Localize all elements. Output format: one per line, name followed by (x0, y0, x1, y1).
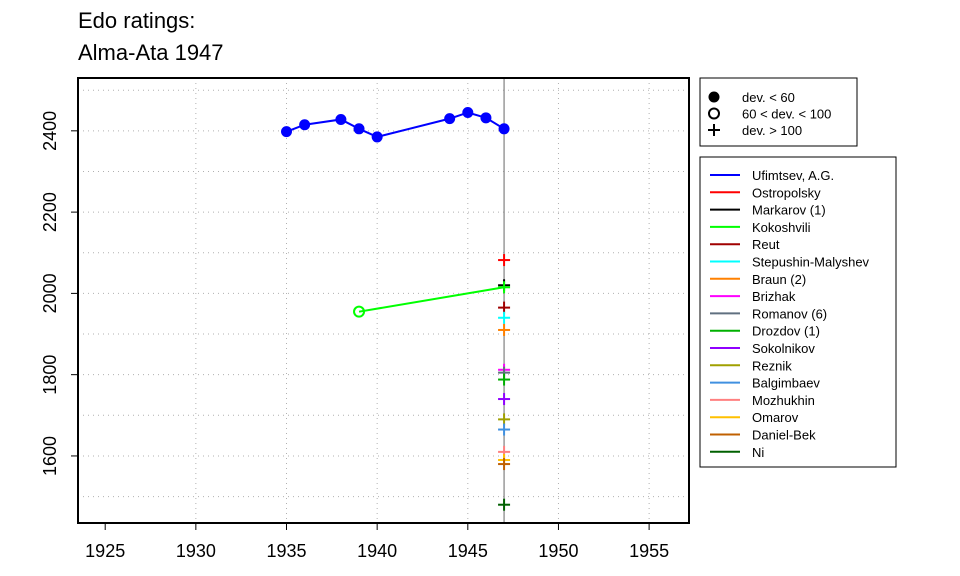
data-point (498, 423, 511, 436)
data-point (299, 119, 311, 131)
series-markers (281, 107, 510, 143)
series-legend-label: Daniel-Bek (752, 428, 816, 443)
series-legend-label: Ostropolsky (752, 185, 821, 200)
series-legend-label: Brizhak (752, 289, 796, 304)
series-line (358, 286, 505, 313)
data-point (371, 131, 383, 143)
data-point (498, 123, 510, 135)
marker-legend-label: 60 < dev. < 100 (742, 107, 831, 122)
series-legend-label: Drozdov (1) (752, 324, 820, 339)
marker-legend-label: dev. < 60 (742, 90, 795, 105)
series-legend: Ufimtsev, A.G. Ostropolsky Markarov (1) Kok… (699, 156, 897, 468)
x-tick-label: 1925 (85, 541, 125, 561)
series-markers (498, 393, 511, 406)
data-point (498, 254, 511, 267)
series-legend-label: Reznik (752, 358, 792, 373)
y-axis: 1600 1800 2000 2200 2400 (40, 111, 78, 476)
series-legend-label: Sokolnikov (752, 341, 815, 356)
data-point (498, 498, 511, 511)
x-tick-label: 1955 (629, 541, 669, 561)
data-point (498, 373, 511, 386)
chart-title-line-1: Edo ratings: (78, 8, 196, 33)
y-tick-label: 1600 (40, 436, 60, 476)
series-kokoshvili (358, 286, 505, 313)
data-point (498, 413, 511, 426)
data-point (498, 311, 511, 324)
data-point (480, 112, 492, 124)
series-legend-label: Ufimtsev, A.G. (752, 168, 834, 183)
x-tick-label: 1935 (266, 541, 306, 561)
data-point (708, 91, 720, 103)
data-point (498, 301, 511, 314)
data-point (498, 458, 511, 471)
x-tick-label: 1950 (538, 541, 578, 561)
series-legend-label: Romanov (6) (752, 306, 827, 321)
series-legend-label: Omarov (752, 410, 799, 425)
series-layer (281, 107, 511, 511)
series-legend-label: Mozhukhin (752, 393, 815, 408)
y-tick-label: 2400 (40, 111, 60, 151)
x-tick-label: 1945 (448, 541, 488, 561)
grid-lines (78, 78, 689, 523)
series-legend-label: Reut (752, 237, 780, 252)
data-point (335, 113, 347, 125)
series-markers (498, 323, 511, 336)
series-markers (498, 498, 511, 511)
series-markers (498, 254, 511, 267)
series-markers (498, 458, 511, 471)
data-point (281, 126, 293, 138)
series-markers (498, 413, 511, 426)
series-legend-label: Balgimbaev (752, 376, 820, 391)
chart-title-line-2: Alma-Ata 1947 (78, 40, 224, 65)
series-markers (498, 301, 511, 314)
series-legend-label: Ni (752, 445, 764, 460)
y-tick-label: 2200 (40, 192, 60, 232)
data-point (353, 305, 366, 318)
series-markers (353, 281, 511, 318)
y-tick-label: 2000 (40, 273, 60, 313)
data-point (708, 124, 720, 136)
x-tick-label: 1930 (176, 541, 216, 561)
data-point (444, 113, 456, 125)
series-legend-label: Kokoshvili (752, 220, 811, 235)
marker-legend-label: dev. > 100 (742, 123, 802, 138)
data-point (498, 281, 511, 294)
data-point (498, 393, 511, 406)
x-axis: 1925 1930 1935 1940 1945 1950 1955 (85, 523, 669, 561)
series-markers (498, 311, 511, 324)
plot-frame (77, 77, 690, 524)
x-tick-label: 1940 (357, 541, 397, 561)
series-legend-label: Markarov (1) (752, 203, 826, 218)
marker-legend-box (699, 77, 858, 147)
data-point (708, 107, 720, 120)
data-point (462, 107, 474, 119)
series-legend-label: Braun (2) (752, 272, 806, 287)
y-tick-label: 1800 (40, 355, 60, 395)
data-point (498, 323, 511, 336)
series-legend-label: Stepushin-Malyshev (752, 255, 870, 270)
data-point (353, 123, 365, 135)
series-markers (498, 373, 511, 386)
series-markers (498, 423, 511, 436)
